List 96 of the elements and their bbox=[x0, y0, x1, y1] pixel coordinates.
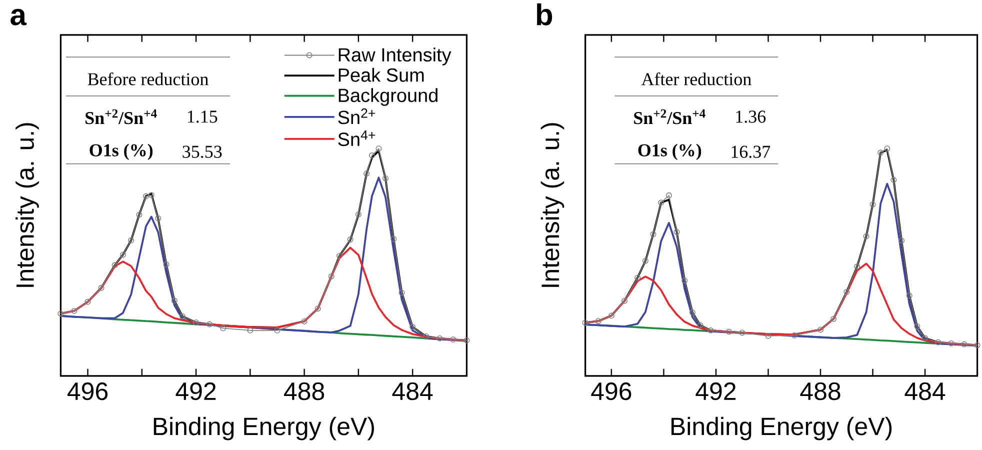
text: 1.15 bbox=[188, 110, 218, 123]
text: Sn$^{+2}$/Sn$^{+4}$ bbox=[634, 109, 706, 124]
point bbox=[347, 236, 354, 243]
point bbox=[948, 340, 954, 346]
point bbox=[410, 324, 416, 330]
point bbox=[450, 336, 456, 343]
point bbox=[878, 150, 884, 156]
point bbox=[898, 238, 905, 244]
point bbox=[336, 252, 342, 259]
point bbox=[844, 289, 850, 296]
point bbox=[142, 193, 149, 200]
text: 1.36 bbox=[736, 110, 766, 123]
legend-label: Background bbox=[338, 88, 438, 106]
text: Sn$^{+2}$/Sn$^{+4}$ bbox=[86, 109, 157, 124]
x-tick-label: 488 bbox=[284, 382, 324, 400]
point bbox=[136, 212, 142, 218]
point bbox=[708, 327, 714, 334]
point bbox=[301, 318, 308, 324]
point bbox=[220, 325, 226, 332]
legend-label: Peak Sum bbox=[338, 68, 424, 82]
point bbox=[595, 318, 602, 324]
annotation: O1s (%) bbox=[90, 144, 153, 160]
point bbox=[765, 332, 772, 339]
point bbox=[863, 233, 870, 240]
point bbox=[328, 273, 334, 280]
x-axis-title: Binding Energy (eV) bbox=[154, 416, 374, 440]
point bbox=[830, 316, 837, 322]
point bbox=[689, 310, 696, 316]
point bbox=[98, 284, 104, 291]
text: After reduction bbox=[641, 72, 752, 86]
point bbox=[658, 200, 664, 206]
point bbox=[890, 176, 897, 183]
point bbox=[247, 327, 254, 334]
x-tick-label: 492 bbox=[176, 382, 216, 400]
point bbox=[739, 330, 746, 336]
x-tick-label: 484 bbox=[904, 382, 946, 400]
point bbox=[423, 333, 430, 340]
point bbox=[791, 332, 798, 338]
point bbox=[666, 192, 672, 198]
point bbox=[376, 146, 382, 152]
legend-label: Sn$^{4+}$ bbox=[338, 130, 376, 146]
annotation: O1s (%) bbox=[638, 144, 702, 160]
point bbox=[634, 274, 641, 281]
point bbox=[436, 335, 443, 342]
point bbox=[163, 262, 170, 268]
point bbox=[274, 327, 280, 334]
point bbox=[128, 237, 134, 244]
point bbox=[390, 236, 397, 242]
point bbox=[398, 290, 405, 296]
point bbox=[914, 323, 920, 330]
point bbox=[84, 298, 91, 305]
point bbox=[682, 278, 688, 284]
x-tick-label: 492 bbox=[696, 382, 736, 400]
chart-title: b bbox=[536, 3, 552, 26]
point bbox=[935, 339, 942, 346]
point bbox=[382, 175, 388, 182]
point bbox=[364, 170, 370, 177]
x-axis-title: Binding Energy (eV) bbox=[671, 416, 892, 440]
point bbox=[906, 292, 912, 299]
point bbox=[650, 231, 656, 238]
point bbox=[884, 146, 890, 152]
annotation: 16.37 bbox=[732, 146, 770, 158]
annotation: 35.53 bbox=[182, 146, 222, 158]
point bbox=[961, 341, 968, 348]
point bbox=[71, 308, 78, 314]
point bbox=[355, 212, 362, 218]
y-axis-title: Intensity (a. u.) bbox=[540, 123, 564, 287]
legend-label: Raw Intensity bbox=[338, 48, 452, 66]
point bbox=[608, 312, 614, 319]
point bbox=[854, 264, 860, 270]
legend-label: Sn$^{2+}$ bbox=[338, 108, 376, 124]
point bbox=[148, 192, 154, 198]
x-tick-label: 496 bbox=[591, 382, 632, 400]
point bbox=[368, 152, 375, 158]
point bbox=[171, 298, 178, 304]
point bbox=[206, 321, 213, 328]
point bbox=[155, 215, 162, 222]
point bbox=[922, 335, 928, 342]
point bbox=[726, 328, 732, 335]
point bbox=[817, 326, 824, 333]
point bbox=[622, 298, 628, 304]
x-tick-label: 484 bbox=[392, 382, 433, 400]
y-axis-title: Intensity (a. u.) bbox=[16, 123, 39, 287]
point bbox=[180, 313, 186, 320]
point bbox=[697, 322, 704, 328]
x-tick-label: 496 bbox=[67, 382, 108, 400]
point bbox=[674, 229, 680, 236]
point bbox=[120, 252, 126, 258]
point bbox=[112, 262, 118, 268]
chart-title: a bbox=[10, 8, 27, 26]
point bbox=[314, 306, 321, 312]
point bbox=[870, 202, 876, 208]
point bbox=[193, 320, 200, 326]
x-tick-label: 488 bbox=[800, 382, 840, 400]
point bbox=[642, 258, 648, 264]
text: Before reduction bbox=[88, 72, 208, 86]
